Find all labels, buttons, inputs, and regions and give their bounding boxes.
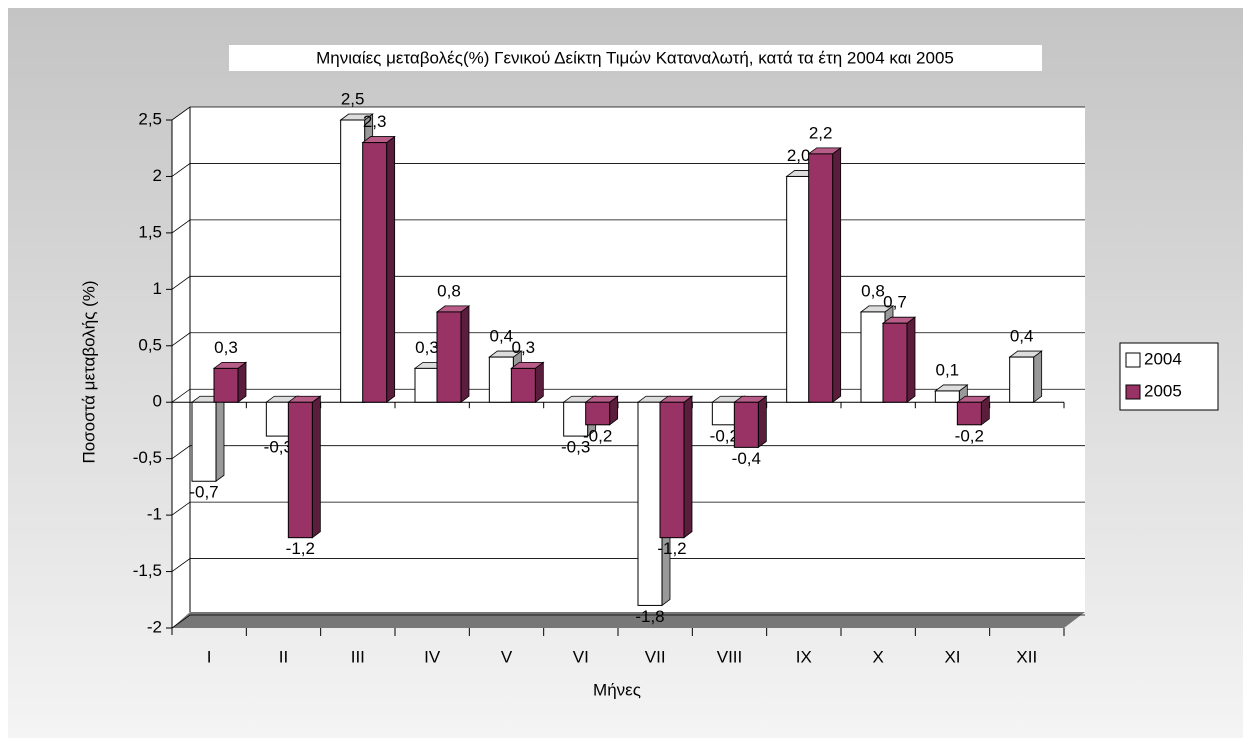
bar — [340, 119, 366, 403]
bar — [213, 367, 239, 403]
bar — [956, 401, 982, 426]
bar-side — [237, 361, 247, 404]
bar-side — [1033, 350, 1043, 404]
bar — [786, 175, 812, 403]
x-axis-label: Μήνες — [593, 680, 641, 699]
grid-line — [171, 614, 1085, 629]
bar — [860, 311, 886, 403]
bar — [191, 401, 217, 482]
legend-swatch — [1125, 384, 1141, 400]
y-tick-label: 1 — [153, 279, 162, 298]
data-label: -0,3 — [264, 438, 293, 457]
x-tick-label: VII — [645, 647, 666, 666]
y-tick-label: 2 — [153, 166, 162, 185]
grid-line — [171, 163, 1085, 177]
x-tick-label: X — [872, 647, 883, 666]
data-label: 0,1 — [936, 360, 960, 379]
data-label: 0,8 — [861, 281, 885, 300]
x-tick-label: III — [351, 647, 365, 666]
x-tick-label: IX — [796, 647, 812, 666]
y-tick-label: 2,5 — [138, 109, 162, 128]
bar-side — [757, 395, 767, 449]
bar — [362, 142, 388, 403]
grid-line — [171, 445, 1085, 459]
bar-side — [832, 147, 842, 404]
y-tick-label: -1 — [147, 505, 162, 524]
y-tick-label: 0,5 — [138, 335, 162, 354]
bar — [934, 390, 960, 403]
data-label: -0,2 — [955, 426, 984, 445]
data-label: 0,3 — [415, 338, 439, 357]
data-label: -1,2 — [657, 539, 686, 558]
y-tick-label: -0,5 — [133, 448, 162, 467]
data-label: -0,4 — [732, 449, 761, 468]
grid-line — [171, 501, 1085, 516]
bar — [510, 367, 536, 403]
x-tick-label: V — [501, 647, 513, 666]
data-label: 0,4 — [1010, 327, 1034, 346]
y-axis-label: Ποσοστά μεταβολής (%) — [79, 280, 98, 463]
data-label: 2,2 — [809, 123, 833, 142]
data-label: 0,8 — [437, 281, 461, 300]
data-label: 0,3 — [214, 338, 238, 357]
bar-side — [386, 135, 396, 404]
y-tick-label: 1,5 — [138, 222, 162, 241]
data-label: -1,2 — [286, 539, 315, 558]
bar — [1009, 356, 1035, 403]
x-tick-label: XI — [944, 647, 960, 666]
data-label: 2,3 — [363, 112, 387, 131]
y-tick-label: -2 — [147, 617, 162, 636]
bar-side — [215, 395, 225, 483]
bar — [265, 401, 291, 437]
data-label: -0,2 — [710, 426, 739, 445]
bar — [585, 401, 611, 426]
bar — [488, 356, 514, 403]
plot-floor — [172, 612, 1085, 628]
legend-label: 2004 — [1144, 349, 1182, 368]
legend-swatch — [1125, 352, 1141, 368]
x-tick-label: I — [207, 647, 212, 666]
title-box — [229, 45, 1042, 71]
bar-side — [683, 395, 693, 539]
data-label: 2,5 — [341, 89, 365, 108]
x-tick-label: VI — [573, 647, 589, 666]
data-label: 0,3 — [512, 338, 536, 357]
bar-side — [311, 395, 321, 539]
x-tick-label: IV — [424, 647, 441, 666]
data-label: -1,8 — [635, 607, 664, 626]
x-tick-label: XII — [1016, 647, 1037, 666]
bar — [287, 401, 313, 539]
data-label: -0,3 — [561, 438, 590, 457]
bar-side — [534, 361, 544, 404]
plot-wall — [172, 107, 1085, 628]
bar — [436, 311, 462, 403]
bar — [711, 401, 737, 426]
chart-title: Μηνιαίες μεταβολές(%) Γενικού Δείκτη Τιμ… — [316, 48, 954, 67]
bar-side — [906, 316, 916, 404]
y-tick-label: 0 — [153, 392, 162, 411]
x-tick-label: VIII — [717, 647, 743, 666]
y-tick-label: -1,5 — [133, 561, 162, 580]
bar — [414, 367, 440, 403]
x-tick-label: II — [279, 647, 288, 666]
data-label: 2,0 — [787, 146, 811, 165]
grid-line — [171, 558, 1085, 572]
data-label: -0,2 — [583, 426, 612, 445]
data-label: 0,7 — [883, 293, 907, 312]
bar — [637, 401, 663, 606]
bar-side — [460, 305, 470, 404]
grid-line — [171, 106, 1085, 121]
legend-label: 2005 — [1144, 381, 1182, 400]
data-label: 0,4 — [490, 327, 514, 346]
bar — [882, 322, 908, 403]
bar — [659, 401, 685, 539]
bar — [733, 401, 759, 448]
bar — [808, 153, 834, 403]
data-label: -0,7 — [189, 483, 218, 502]
